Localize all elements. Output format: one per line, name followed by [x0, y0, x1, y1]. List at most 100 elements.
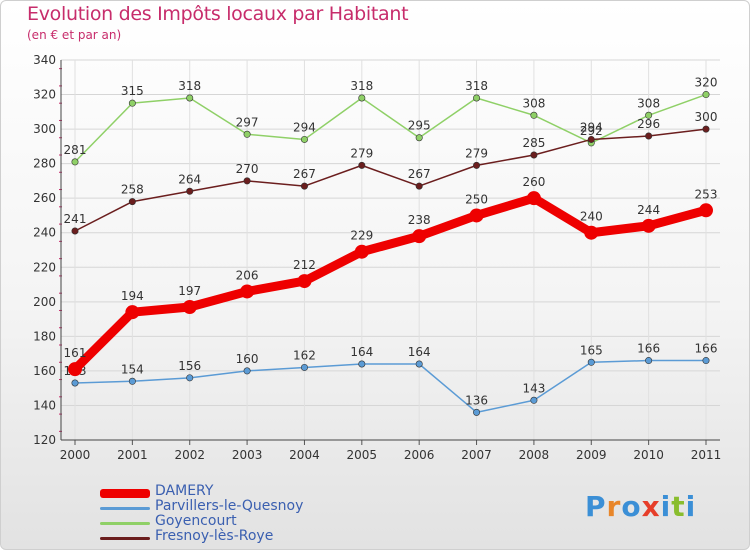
data-point	[128, 99, 136, 107]
data-label: 270	[236, 162, 259, 176]
data-point	[354, 244, 369, 259]
data-point	[186, 187, 194, 195]
data-label: 206	[236, 268, 259, 282]
data-point	[243, 367, 251, 375]
data-point	[128, 198, 136, 206]
legend-item-damery: DAMERY	[100, 483, 213, 501]
logo-letter: r	[606, 490, 622, 523]
data-point	[243, 130, 251, 138]
data-label: 212	[293, 258, 316, 272]
data-label: 320	[695, 76, 718, 90]
y-tick-label: 320	[33, 88, 56, 102]
data-label: 166	[637, 342, 660, 356]
series-line	[74, 128, 707, 232]
x-tick-label: 2003	[232, 448, 263, 462]
legend-item-parvillers: Parvillers-le-Quesnoy	[100, 498, 303, 516]
series-line	[74, 93, 707, 163]
data-label: 165	[580, 343, 603, 357]
data-point	[473, 161, 481, 169]
data-label: 162	[293, 348, 316, 362]
legend-item-fresnoy: Fresnoy-lès-Roye	[100, 528, 273, 546]
data-point	[240, 284, 255, 299]
data-point	[125, 305, 140, 320]
data-label: 164	[350, 345, 373, 359]
logo-letter: i	[685, 490, 697, 523]
logo-letter: o	[621, 490, 642, 523]
data-point	[587, 135, 595, 143]
data-label: 238	[408, 213, 431, 227]
legend-item-goyencourt: Goyencourt	[100, 513, 237, 531]
legend-label-parvillers: Parvillers-le-Quesnoy	[155, 498, 304, 514]
y-tick-label: 280	[33, 157, 56, 171]
x-tick-label: 2002	[174, 448, 205, 462]
data-point	[71, 158, 79, 166]
data-point	[300, 182, 308, 190]
y-tick-label: 200	[33, 295, 56, 309]
data-label: 136	[465, 393, 488, 407]
data-point	[526, 191, 541, 206]
data-label: 294	[293, 120, 316, 134]
data-point	[300, 363, 308, 371]
data-label: 161	[64, 346, 87, 360]
data-label: 281	[64, 143, 87, 157]
data-label: 194	[121, 289, 144, 303]
data-point	[699, 203, 713, 218]
y-tick-label: 160	[33, 364, 56, 378]
data-point	[702, 357, 710, 365]
data-label: 318	[465, 79, 488, 93]
data-label: 244	[637, 203, 660, 217]
data-point	[530, 151, 538, 159]
y-tick-label: 120	[33, 433, 56, 447]
data-label: 294	[580, 120, 603, 134]
logo-letter: t	[671, 490, 686, 523]
y-tick-label: 260	[33, 191, 56, 205]
data-point	[587, 358, 595, 366]
data-label: 143	[522, 381, 545, 395]
x-tick-label: 2001	[117, 448, 148, 462]
proxiti-logo: Proxiti	[585, 490, 696, 523]
data-label: 166	[695, 342, 718, 356]
data-point	[530, 111, 538, 119]
series-line	[70, 193, 711, 374]
data-label: 279	[350, 146, 373, 160]
y-tick-label: 340	[33, 53, 56, 67]
data-point	[182, 300, 197, 314]
x-tick-label: 2009	[576, 448, 607, 462]
data-label: 156	[178, 359, 201, 373]
data-label: 241	[64, 212, 87, 226]
data-point	[645, 132, 653, 140]
data-label: 258	[121, 183, 144, 197]
data-label: 318	[178, 79, 201, 93]
data-point	[71, 379, 79, 387]
data-label: 197	[178, 284, 201, 298]
y-tick-label: 220	[33, 260, 56, 274]
data-label: 292	[580, 124, 603, 138]
logo-letter: x	[641, 490, 661, 523]
data-point	[68, 362, 82, 377]
data-point	[702, 125, 710, 133]
data-label: 308	[637, 96, 660, 110]
data-point	[645, 111, 653, 119]
data-label: 264	[178, 172, 201, 186]
data-label: 229	[350, 229, 373, 243]
data-point	[530, 396, 538, 404]
legend-swatch-parvillers	[100, 506, 150, 510]
y-tick-label: 240	[33, 226, 56, 240]
data-label: 240	[580, 210, 603, 224]
data-label: 154	[121, 362, 144, 376]
data-point	[584, 225, 599, 240]
y-tick-label: 180	[33, 329, 56, 343]
x-tick-label: 2005	[347, 448, 378, 462]
series-line	[74, 359, 707, 414]
x-tick-label: 2010	[633, 448, 664, 462]
data-point	[415, 182, 423, 190]
chart-title: Evolution des Impôts locaux par Habitant	[27, 3, 409, 25]
data-label: 296	[637, 117, 660, 131]
y-tick-label: 140	[33, 398, 56, 412]
data-point	[412, 229, 427, 244]
legend-label-damery: DAMERY	[155, 483, 214, 499]
data-label: 308	[522, 96, 545, 110]
data-label: 315	[121, 84, 144, 98]
